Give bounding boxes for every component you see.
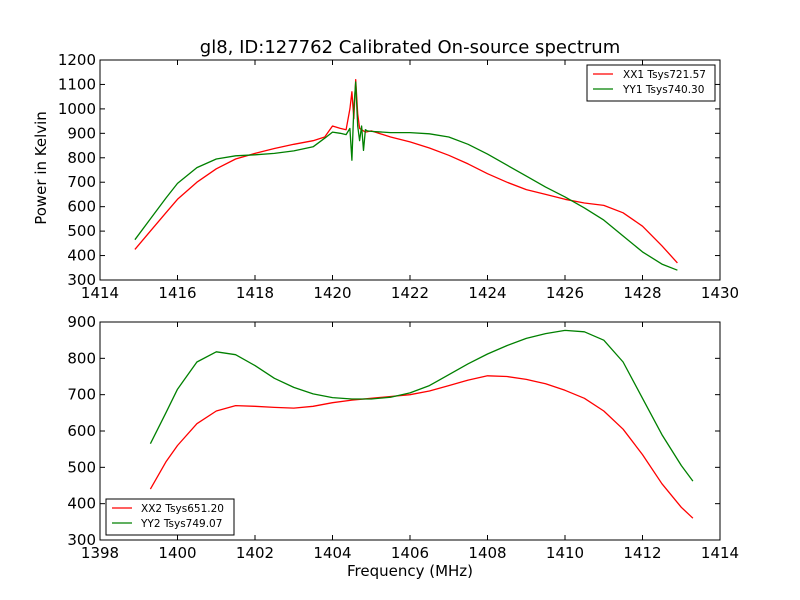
bottom-ticks-group: 1398 1400 1402 1404 1406 1408 1410 1412 1414 300 4… bbox=[67, 313, 739, 562]
top-x-tick-label: 1422 bbox=[391, 284, 429, 302]
top-y-tick-label: 900 bbox=[67, 124, 96, 142]
bottom-x-tick-label: 1408 bbox=[468, 544, 506, 562]
top-x-tick-label: 1424 bbox=[468, 284, 506, 302]
bottom-x-tick-label: 1406 bbox=[391, 544, 429, 562]
top-series-line-1 bbox=[134, 81, 678, 271]
top-x-tick-label: 1420 bbox=[313, 284, 351, 302]
bottom-x-tick-label: 1398 bbox=[81, 544, 119, 562]
bottom-x-tick-label: 1412 bbox=[623, 544, 661, 562]
top-x-tick-label: 1426 bbox=[546, 284, 584, 302]
top-x-tick-label: 1430 bbox=[701, 284, 739, 302]
top-plot-frame bbox=[99, 59, 721, 281]
bottom-y-tick-label: 700 bbox=[67, 386, 96, 404]
top-y-tick-label: 400 bbox=[67, 247, 96, 265]
bottom-y-tick-label: 900 bbox=[67, 313, 96, 331]
bottom-legend-label-xx2: XX2 Tsys651.20 bbox=[141, 503, 224, 515]
bottom-y-tick-label: 400 bbox=[67, 495, 96, 513]
top-y-tick-label: 800 bbox=[67, 149, 96, 167]
bottom-legend-box bbox=[105, 498, 235, 536]
top-y-tick-label: 500 bbox=[67, 222, 96, 240]
top-legend: XX1 Tsys721.57 YY1 Tsys740.30 bbox=[586, 64, 716, 102]
top-ticks-group: 1414 1416 1418 1420 1422 1424 1426 1428 1430 300 4… bbox=[58, 51, 739, 302]
top-x-tick-label: 1418 bbox=[236, 284, 274, 302]
bottom-legend-label-yy2: YY2 Tsys749.07 bbox=[140, 518, 222, 530]
bottom-plot-frame bbox=[99, 321, 721, 541]
bottom-y-tick-label: 800 bbox=[67, 349, 96, 367]
bottom-x-axis-label: Frequency (MHz) bbox=[347, 562, 473, 580]
bottom-x-tick-label: 1402 bbox=[236, 544, 274, 562]
top-y-tick-label: 1000 bbox=[58, 100, 96, 118]
top-x-tick-label: 1428 bbox=[623, 284, 661, 302]
top-y-tick-label: 700 bbox=[67, 173, 96, 191]
bottom-y-tick-label: 500 bbox=[67, 458, 96, 476]
top-x-tick-label: 1416 bbox=[158, 284, 196, 302]
bottom-legend: XX2 Tsys651.20 YY2 Tsys749.07 bbox=[105, 498, 235, 536]
top-legend-label-yy1: YY1 Tsys740.30 bbox=[622, 84, 704, 96]
bottom-y-tick-label: 300 bbox=[67, 531, 96, 549]
bottom-x-tick-label: 1410 bbox=[546, 544, 584, 562]
bottom-series-line-1 bbox=[149, 329, 694, 482]
top-legend-box bbox=[586, 64, 716, 102]
bottom-x-tick-label: 1400 bbox=[158, 544, 196, 562]
top-y-axis-label: Power in Kelvin bbox=[32, 111, 50, 225]
top-y-tick-label: 300 bbox=[67, 271, 96, 289]
top-series-group bbox=[134, 78, 678, 271]
bottom-y-tick-label: 600 bbox=[67, 422, 96, 440]
top-y-tick-label: 1200 bbox=[58, 51, 96, 69]
top-x-tick-label: 1414 bbox=[81, 284, 119, 302]
top-y-tick-label: 1100 bbox=[58, 75, 96, 93]
bottom-series-line-0 bbox=[149, 375, 694, 519]
top-series-line-0 bbox=[134, 78, 678, 264]
bottom-x-tick-label: 1414 bbox=[701, 544, 739, 562]
chart-title: gl8, ID:127762 Calibrated On-source spec… bbox=[200, 37, 620, 58]
bottom-series-group bbox=[149, 329, 694, 519]
top-chart: 1414 1416 1418 1420 1422 1424 1426 1428 1430 300 4… bbox=[58, 51, 739, 302]
top-y-tick-label: 600 bbox=[67, 198, 96, 216]
bottom-x-tick-label: 1404 bbox=[313, 544, 351, 562]
bottom-chart: 1398 1400 1402 1404 1406 1408 1410 1412 1414 300 4… bbox=[67, 313, 739, 562]
top-legend-label-xx1: XX1 Tsys721.57 bbox=[623, 69, 706, 81]
